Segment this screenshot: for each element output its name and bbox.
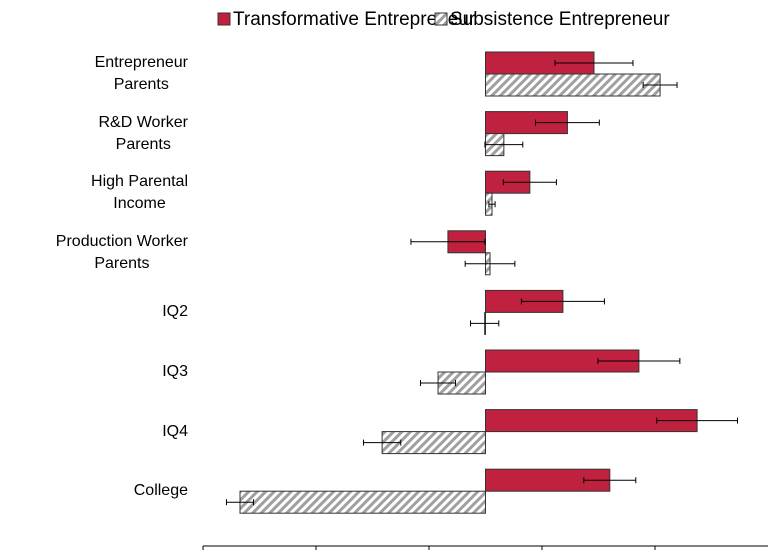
- error-bar: [410, 238, 486, 245]
- category-label: College: [133, 482, 188, 500]
- error-bar: [420, 380, 457, 386]
- category-label: IQ4: [162, 422, 188, 440]
- legend-swatch: [217, 12, 231, 26]
- error-bar: [597, 358, 681, 364]
- error-bar: [470, 320, 500, 327]
- category-label: IQ3: [162, 363, 188, 380]
- category-label: R&D Worker Parents: [98, 113, 189, 153]
- legend-label: Subsistence Entrepreneur: [450, 9, 670, 30]
- error-bar: [535, 119, 600, 126]
- bar: [485, 73, 661, 97]
- legend-swatch: [434, 12, 448, 26]
- legend-label: Transformative Entrepreneur: [233, 9, 476, 30]
- category-label: IQ2: [162, 303, 188, 321]
- category-label: Entrepreneur Parents: [94, 54, 188, 93]
- error-bar: [642, 82, 678, 88]
- error-bar: [225, 499, 255, 506]
- error-bar: [520, 298, 605, 305]
- error-bar: [488, 201, 496, 208]
- error-bar: [583, 477, 637, 484]
- error-bar: [554, 60, 634, 66]
- error-bar: [464, 260, 516, 267]
- category-label: High Parental Income: [91, 173, 188, 213]
- error-bar: [502, 179, 557, 186]
- error-bar: [484, 141, 524, 148]
- error-bar: [656, 417, 738, 424]
- category-label: Production Worker Parents: [55, 232, 188, 272]
- bar: [239, 490, 486, 514]
- error-bar: [362, 439, 402, 446]
